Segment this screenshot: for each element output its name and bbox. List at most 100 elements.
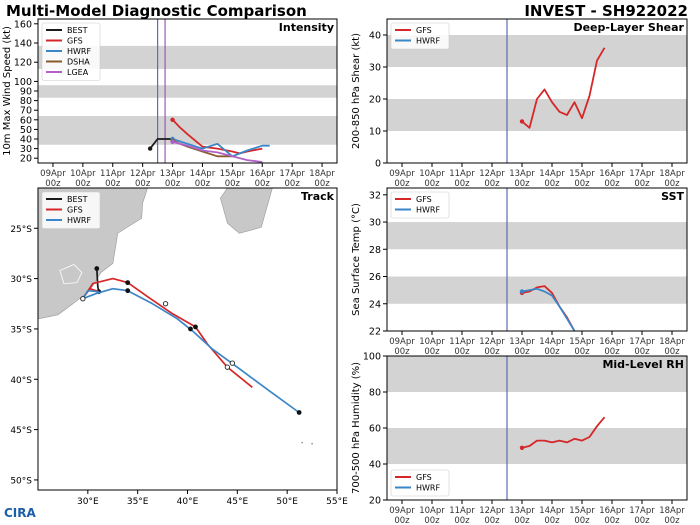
shade-band [387, 428, 687, 464]
series-gfs-start-point [170, 117, 175, 123]
panel-rh: 2040608010009Apr00z10Apr00z11Apr00z12Apr… [351, 352, 688, 525]
storm-id: INVEST - SH922022 [524, 2, 688, 20]
x-tick-label: 00z [484, 516, 500, 525]
x-tick-label: 00z [604, 347, 620, 357]
y-tick-label: 20 [369, 95, 381, 106]
legend: GFS HWRF [390, 191, 450, 219]
y-tick-label: 60 [20, 115, 32, 126]
series-gfs-start-point [519, 445, 525, 450]
legend-label-best: BEST [67, 195, 88, 204]
x-tick-label: 14Apr [539, 337, 565, 347]
x-tick-label: 00z [454, 516, 470, 525]
x-tick-label: 17Apr [629, 169, 655, 179]
x-tick-label: 00z [454, 179, 470, 189]
panel-title: Mid-Level RH [602, 358, 684, 371]
legend: GFS HWRF [390, 469, 450, 497]
x-tick-label: 00z [135, 179, 151, 189]
track-gfs-marker [193, 324, 198, 330]
x-tick-label: 15Apr [220, 169, 246, 179]
legend-label-gfs: GFS [67, 37, 83, 46]
x-tick-label: 18Apr [659, 506, 685, 516]
x-tick-label: 09Apr [389, 337, 415, 347]
x-tick-label: 14Apr [539, 506, 565, 516]
x-tick-label: 16Apr [599, 337, 625, 347]
x-tick-label: 50°E [276, 497, 298, 507]
y-tick-label: 160 [14, 19, 32, 30]
plot-frame [386, 355, 688, 501]
x-tick-label: 00z [664, 347, 680, 357]
y-tick-label: 28 [369, 245, 381, 256]
y-tick-label: 24 [369, 299, 381, 310]
legend-label-gfs: GFS [416, 195, 432, 204]
x-tick-label: 17Apr [629, 337, 655, 347]
legend-label-hwrf: HWRF [67, 216, 91, 225]
series-hwrf-line [521, 287, 576, 331]
legend-box [41, 22, 101, 81]
y-tick-label: 0 [375, 159, 381, 170]
x-tick-label: 09Apr [389, 169, 415, 179]
y-tick-label: 120 [14, 58, 32, 69]
x-tick-label: 09Apr [40, 169, 66, 179]
y-tick-label: 45°S [10, 426, 32, 436]
x-tick-label: 00z [454, 347, 470, 357]
x-tick-label: 18Apr [309, 169, 335, 179]
track-best-marker [94, 266, 100, 271]
y-axis-label: Sea Surface Temp (°C) [351, 203, 362, 316]
x-tick-label: 00z [195, 179, 211, 189]
track-hwrf-open-marker [229, 360, 236, 366]
island [311, 442, 313, 445]
x-tick-label: 16Apr [599, 169, 625, 179]
panel-title: Intensity [279, 21, 334, 34]
legend-label-lgea: LGEA [67, 68, 89, 77]
y-axis-label: 700-500 hPa Humidity (%) [351, 362, 362, 494]
track-hwrf-marker [188, 326, 193, 332]
y-tick-label: 40 [20, 135, 32, 146]
y-tick-label: 10 [369, 127, 381, 138]
y-tick-label: 30 [369, 218, 381, 229]
figure-title: Multi-Model Diagnostic Comparison [6, 2, 307, 20]
y-tick-label: 25°S [10, 225, 32, 235]
x-tick-label: 18Apr [659, 169, 685, 179]
y-tick-label: 80 [20, 96, 32, 107]
legend-label-best: BEST [67, 26, 88, 35]
track-hwrf-open-marker [80, 296, 86, 302]
y-tick-label: 32 [369, 190, 381, 201]
x-tick-label: 00z [574, 179, 590, 189]
x-tick-label: 13Apr [160, 169, 186, 179]
lesotho-border [59, 264, 83, 285]
x-tick-label: 12Apr [479, 337, 505, 347]
x-tick-label: 14Apr [539, 169, 565, 179]
legend-label-gfs: GFS [67, 206, 83, 215]
x-tick-label: 00z [514, 179, 530, 189]
y-tick-label: 70 [20, 106, 32, 117]
shade-band [38, 115, 337, 145]
x-tick-label: 00z [634, 179, 650, 189]
cira-logo: CIRA [4, 506, 36, 520]
x-tick-label: 13Apr [509, 337, 535, 347]
legend-label-gfs: GFS [416, 26, 432, 35]
x-tick-label: 00z [394, 347, 410, 357]
x-tick-label: 15Apr [569, 337, 595, 347]
plot-frame [386, 187, 688, 332]
y-tick-label: 100 [14, 77, 32, 88]
track-gfs-line [81, 277, 253, 388]
x-tick-label: 11Apr [100, 169, 126, 179]
x-tick-label: 00z [664, 516, 680, 525]
y-tick-label: 20 [20, 154, 32, 165]
x-tick-label: 00z [484, 347, 500, 357]
x-tick-label: 00z [544, 347, 560, 357]
x-tick-label: 10Apr [419, 337, 445, 347]
x-tick-label: 55°E [326, 497, 348, 507]
x-tick-label: 00z [574, 347, 590, 357]
y-tick-label: 26 [369, 272, 381, 283]
series-best-start-point [147, 146, 153, 151]
series-hwrf-start-point [519, 289, 525, 294]
y-axis-label: 10m Max Wind Speed (kt) [2, 26, 13, 156]
shade-band [38, 45, 337, 69]
x-tick-label: 00z [604, 516, 620, 525]
x-tick-label: 00z [394, 516, 410, 525]
x-tick-label: 14Apr [190, 169, 216, 179]
panel-title: Track [301, 190, 335, 203]
x-tick-label: 11Apr [449, 506, 475, 516]
